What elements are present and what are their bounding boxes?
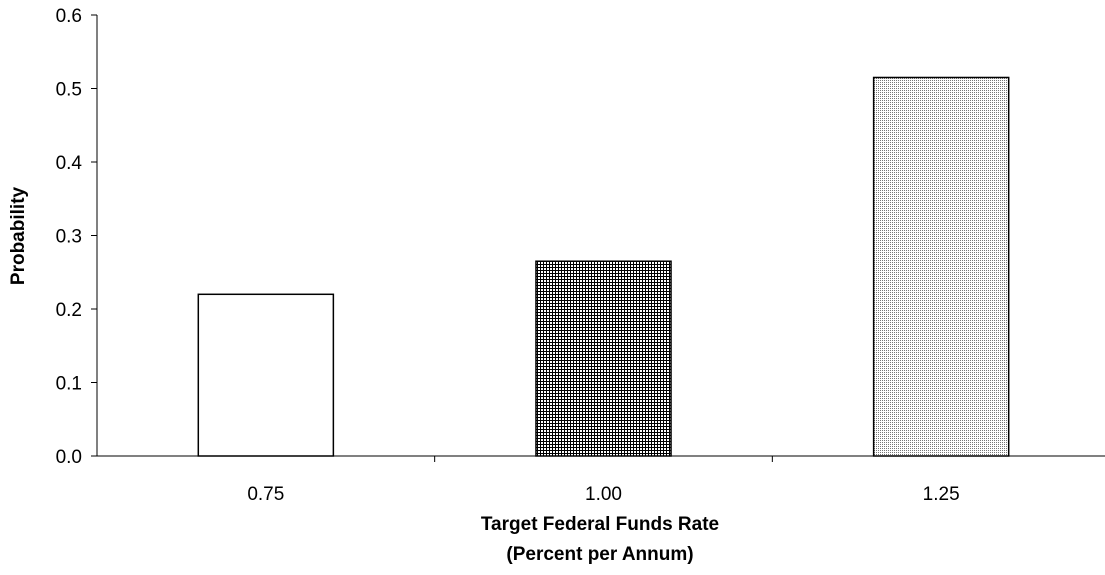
y-tick-label: 0.4 [56, 153, 83, 174]
x-tick-label: 1.00 [585, 484, 622, 505]
y-axis-title: Probability [8, 186, 29, 285]
x-tick-label: 0.75 [247, 484, 284, 505]
x-tick-label: 1.25 [923, 484, 960, 505]
y-tick-label: 0.5 [56, 80, 82, 101]
y-tick-label: 0.3 [56, 227, 82, 248]
x-axis-title: Target Federal Funds Rate [481, 514, 719, 535]
bar-0-75 [197, 293, 335, 457]
plot-area: 0.0 0.1 0.2 0.3 0.4 0.5 0.6 0.75 1.00 1.25 [56, 6, 1105, 505]
y-axis: 0.0 0.1 0.2 0.3 0.4 0.5 0.6 [56, 6, 98, 468]
x-axis: 0.75 1.00 1.25 [97, 455, 1105, 505]
x-axis-subtitle: (Percent per Annum) [506, 544, 693, 565]
bar-1-00 [535, 260, 672, 457]
bar-1-25 [872, 76, 1010, 457]
bars [197, 76, 1010, 457]
y-tick-label: 0.0 [56, 447, 82, 468]
y-tick-label: 0.6 [56, 6, 82, 27]
y-tick-label: 0.2 [56, 300, 82, 321]
y-tick-label: 0.1 [56, 374, 82, 395]
